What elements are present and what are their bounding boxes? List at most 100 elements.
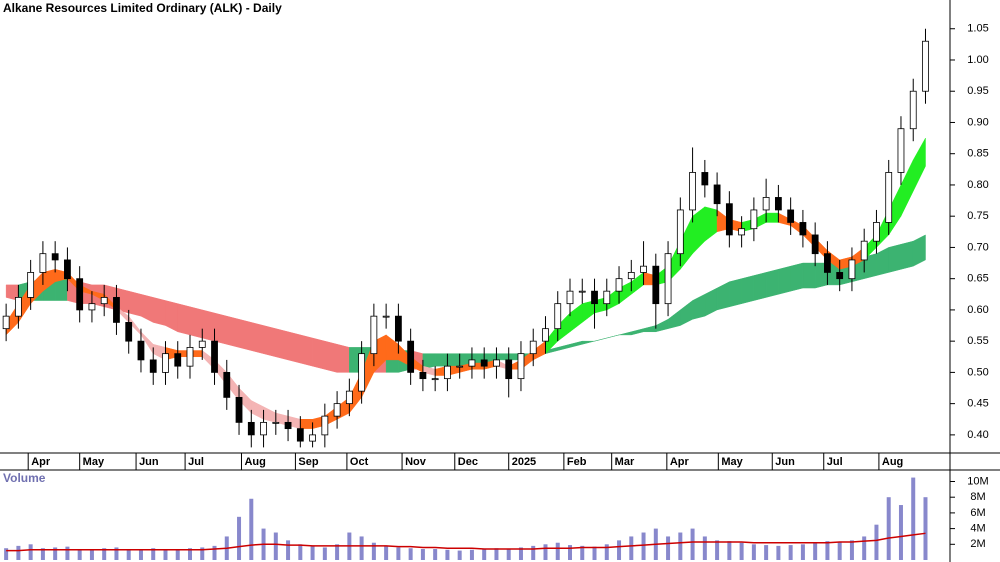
long-band-segment <box>900 240 914 270</box>
candle-body <box>701 172 709 186</box>
y-tick-label: 0.50 <box>967 366 988 378</box>
candle-body <box>51 253 59 261</box>
long-band-segment <box>336 343 350 373</box>
candle-body <box>260 421 267 436</box>
candle-body <box>480 359 488 367</box>
x-tick-label: Apr <box>670 456 690 468</box>
volume-bar <box>212 545 217 560</box>
volume-tick-label: 6M <box>970 507 985 519</box>
long-band-segment <box>226 315 240 348</box>
volume-bar <box>126 549 131 560</box>
y-tick-label: 0.40 <box>967 429 988 441</box>
candle-body <box>358 353 366 392</box>
candle-body <box>64 259 71 280</box>
volume-bar <box>200 547 205 560</box>
candle-body <box>725 203 733 236</box>
volume-bar <box>188 548 192 560</box>
candle-body <box>909 90 917 130</box>
volume-bar <box>678 532 683 560</box>
candle-body <box>664 253 672 305</box>
volume-bar <box>764 545 769 560</box>
long-band-segment <box>753 272 767 301</box>
volume-bar <box>469 549 474 560</box>
candle-body <box>554 303 562 330</box>
volume-tick-label: 8M <box>970 491 985 503</box>
candle-body <box>713 184 721 205</box>
y-tick-label: 1.05 <box>967 23 988 35</box>
volume-bar <box>102 548 107 560</box>
candle-body <box>799 222 807 236</box>
candle-body <box>627 272 635 280</box>
volume-bar <box>28 544 33 560</box>
long-band-segment <box>128 290 142 317</box>
volume-bar <box>482 549 487 560</box>
volume-bar <box>298 544 303 560</box>
candle-body <box>88 303 96 311</box>
volume-bar <box>163 549 168 560</box>
candle-body <box>333 403 341 417</box>
volume-bar <box>433 549 438 560</box>
volume-bar <box>580 545 585 560</box>
volume-bar <box>237 516 242 560</box>
volume-bar <box>837 541 842 560</box>
candle-body <box>676 209 684 255</box>
candle-body <box>774 197 782 211</box>
candle-body <box>493 359 500 367</box>
candle-body <box>113 297 120 323</box>
volume-bar <box>813 542 818 560</box>
volume-bar <box>555 542 560 560</box>
long-band-segment <box>765 268 779 298</box>
y-tick-label: 0.65 <box>967 273 988 285</box>
volume-bar <box>273 532 278 560</box>
volume-bar <box>384 545 389 560</box>
candle-body <box>198 340 206 348</box>
volume-bar <box>77 549 82 560</box>
candle-body <box>284 421 292 430</box>
candle-body <box>517 353 525 380</box>
volume-bar <box>420 549 425 560</box>
x-tick-label: Sep <box>298 456 318 468</box>
volume-bar <box>862 536 867 560</box>
volume-bar <box>629 536 634 560</box>
candle-body <box>100 297 108 305</box>
volume-bar <box>89 549 94 560</box>
candle-body <box>235 396 243 423</box>
candle-body <box>615 278 623 292</box>
volume-bar <box>898 505 903 560</box>
long-band-segment <box>888 243 902 273</box>
candle-body <box>505 359 513 380</box>
volume-bar <box>249 498 254 560</box>
volume-tick-label: 4M <box>970 523 985 535</box>
candle-body <box>652 265 660 305</box>
volume-bar <box>494 548 499 560</box>
candle-body <box>738 228 746 236</box>
volume-bar <box>751 544 756 560</box>
volume-bar <box>310 545 315 560</box>
volume-bar <box>114 547 119 560</box>
candle-body <box>382 315 390 318</box>
volume-bar <box>617 540 622 560</box>
candle-body <box>186 347 194 367</box>
y-tick-label: 1.00 <box>967 54 988 66</box>
long-band-segment <box>741 275 755 304</box>
volume-bar <box>286 540 291 560</box>
y-tick-label: 0.95 <box>967 85 988 97</box>
candle-body <box>640 265 647 273</box>
candle-body <box>848 259 856 280</box>
volume-bar <box>604 544 609 560</box>
candle-body <box>873 222 880 242</box>
candle-body <box>2 315 10 330</box>
candle-body <box>309 434 316 442</box>
volume-bar <box>543 544 548 560</box>
x-tick-label: Dec <box>458 456 478 468</box>
candle-body <box>223 371 231 398</box>
x-tick-label: Jun <box>775 456 795 468</box>
candle-body <box>897 128 905 173</box>
volume-bar <box>408 548 413 560</box>
volume-bar <box>396 547 401 560</box>
candle-body <box>468 359 476 367</box>
candle-body <box>162 353 169 373</box>
x-tick-label: 2025 <box>512 456 536 468</box>
volume-tick-label: 2M <box>970 538 985 550</box>
